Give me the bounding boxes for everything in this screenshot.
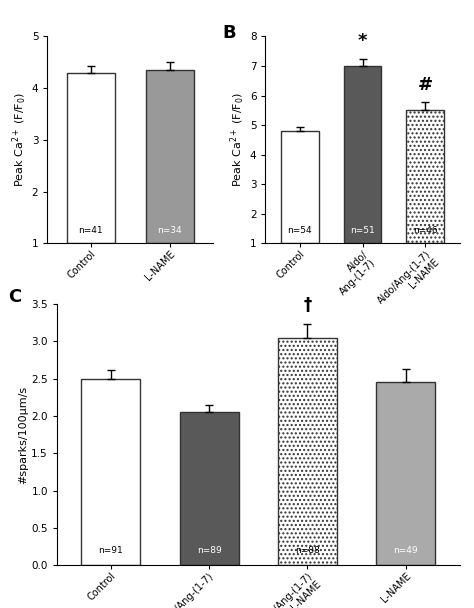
Text: n=54: n=54 — [288, 226, 312, 235]
Text: B: B — [223, 24, 237, 42]
Bar — [344, 66, 382, 243]
Bar — [82, 379, 140, 565]
Y-axis label: Peak Ca$^{2+}$ (F/F$_0$): Peak Ca$^{2+}$ (F/F$_0$) — [229, 92, 247, 187]
Text: *: * — [358, 32, 367, 50]
Bar — [376, 382, 435, 565]
Text: #: # — [418, 76, 433, 94]
Y-axis label: Peak Ca$^{2+}$ (F/F$_0$): Peak Ca$^{2+}$ (F/F$_0$) — [11, 92, 29, 187]
Text: n=51: n=51 — [350, 226, 375, 235]
Text: n=89: n=89 — [197, 546, 221, 555]
Bar — [180, 412, 239, 565]
Bar — [281, 131, 319, 243]
Text: n=46: n=46 — [413, 226, 438, 235]
Text: n=34: n=34 — [157, 226, 182, 235]
Text: C: C — [9, 288, 22, 306]
Bar — [278, 337, 337, 565]
Bar — [146, 70, 193, 243]
Text: n=41: n=41 — [79, 226, 103, 235]
Bar — [67, 73, 115, 243]
Text: †: † — [303, 295, 311, 314]
Text: n=49: n=49 — [393, 546, 418, 555]
Text: n=91: n=91 — [99, 546, 123, 555]
Text: n=88: n=88 — [295, 546, 320, 555]
Bar — [407, 110, 444, 243]
Y-axis label: #sparks/100μm/s: #sparks/100μm/s — [18, 385, 28, 484]
